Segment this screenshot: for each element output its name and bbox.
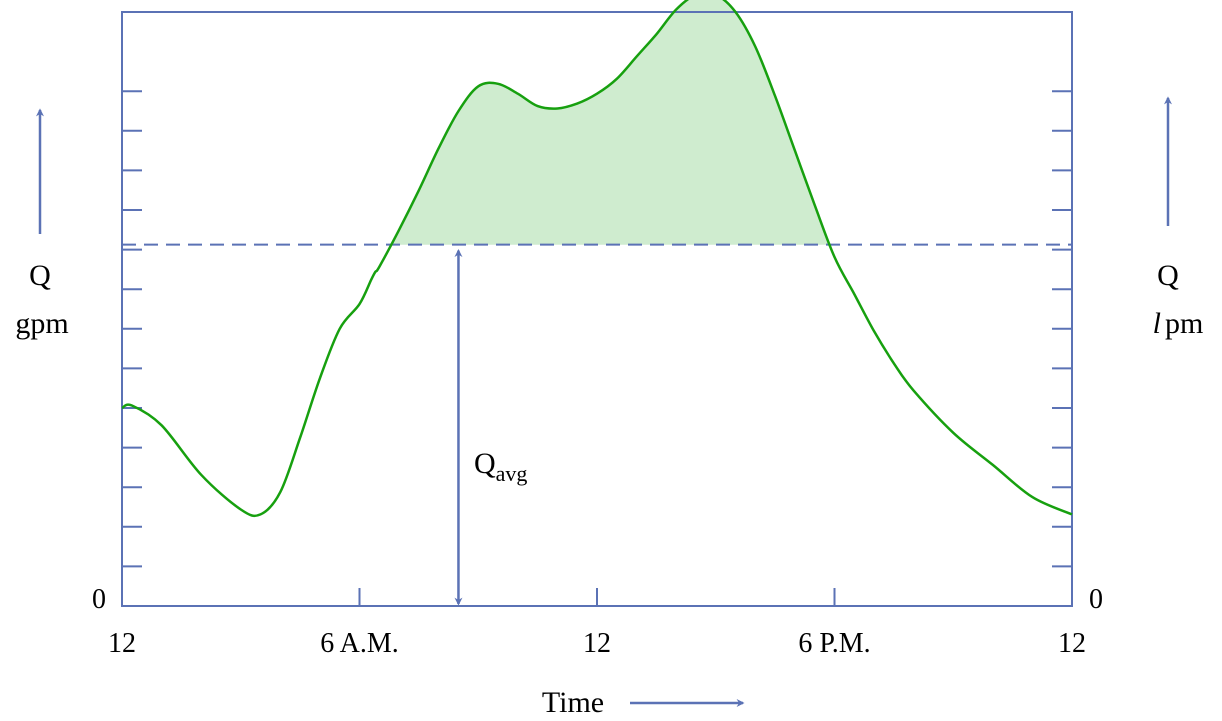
- x-tick-labels: 12 6 A.M. 12 6 P.M. 12: [108, 628, 1086, 659]
- x-ticks: [358, 588, 836, 606]
- x-axis-title: Time: [542, 686, 604, 719]
- x-tick-label: 12: [1058, 628, 1086, 659]
- x-tick-label: 12: [108, 628, 136, 659]
- peak-flow-area: [391, 0, 830, 245]
- left-ylabel-q: Q: [29, 259, 51, 292]
- y-ticks-left: [122, 90, 142, 568]
- zero-label-left: 0: [92, 584, 106, 615]
- average-label: Qavg: [474, 447, 527, 486]
- flow-series-line: [121, 0, 1073, 518]
- y-ticks-right: [1052, 90, 1072, 568]
- left-ylabel-unit: gpm: [15, 307, 68, 340]
- x-tick-label: 6 P.M.: [798, 628, 870, 659]
- right-ylabel-q: Q: [1157, 259, 1179, 292]
- x-tick-label: 12: [583, 628, 611, 659]
- zero-label-right: 0: [1089, 584, 1103, 615]
- x-tick-label: 6 A.M.: [320, 628, 399, 659]
- right-ylabel-unit: l pm: [1153, 307, 1204, 340]
